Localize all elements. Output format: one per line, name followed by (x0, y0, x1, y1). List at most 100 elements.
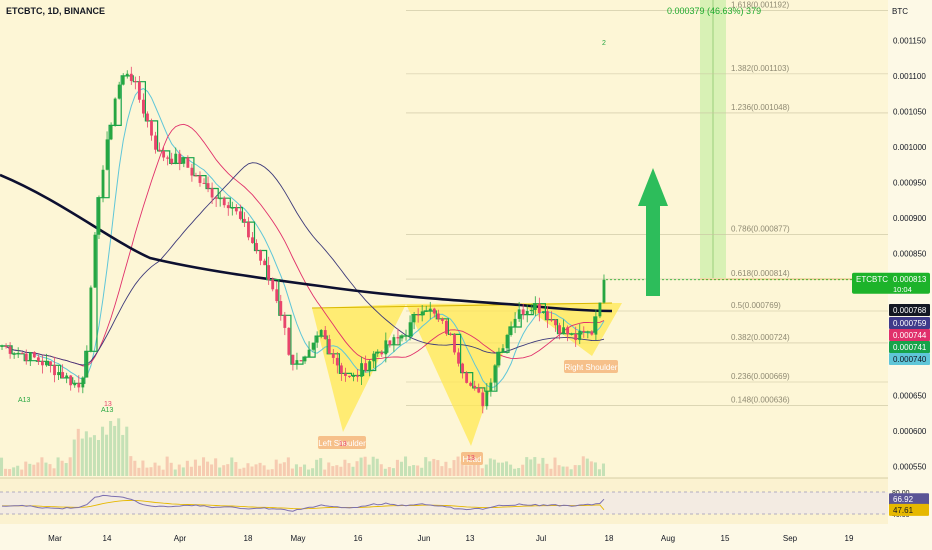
right-shoulder-label: Right Shoulder (564, 360, 618, 373)
candle-up (125, 73, 129, 76)
volume-bar (72, 439, 76, 476)
candle-down (323, 330, 327, 340)
candle-down (133, 81, 137, 83)
candle-down (416, 314, 420, 316)
candle-up (485, 391, 489, 407)
volume-bar (197, 465, 201, 476)
candle-down (32, 352, 36, 358)
volume-bar (230, 457, 234, 476)
volume-bar (343, 459, 347, 476)
price-tick-label: 0.000850 (893, 250, 927, 259)
candle-up (73, 383, 77, 386)
candle-down (226, 205, 230, 209)
volume-bar (597, 469, 601, 476)
candle-down (396, 337, 400, 339)
price-tick-label: 0.001050 (893, 108, 927, 117)
marker-13-3: 13 (467, 455, 475, 462)
candle-down (8, 346, 12, 354)
candle-up (57, 372, 60, 376)
candle-up (352, 375, 355, 377)
volume-bar (307, 469, 311, 476)
volume-bar (339, 466, 343, 476)
candle-up (93, 234, 97, 288)
volume-bar (428, 461, 432, 476)
candle-up (400, 335, 404, 339)
candle-down (457, 352, 460, 364)
volume-bar (412, 465, 416, 476)
volume-bar (8, 469, 12, 476)
volume-bar (335, 465, 339, 476)
candle-up (113, 98, 117, 126)
candle-down (267, 265, 271, 280)
volume-bar (391, 468, 395, 476)
volume-bar (581, 456, 585, 476)
candle-up (404, 335, 408, 337)
inverse-head-and-shoulders-pattern (311, 302, 622, 446)
volume-bar (541, 457, 545, 476)
volume-bar (133, 460, 137, 476)
candle-down (550, 319, 553, 321)
volume-bar (129, 456, 133, 476)
volume-bar (0, 457, 4, 476)
candle-up (295, 360, 299, 365)
candle-down (291, 354, 295, 365)
fib-level-label: 0.618(0.000814) (731, 269, 790, 278)
rsi-lines (1, 494, 605, 512)
time-tick-label: 19 (845, 534, 854, 543)
volume-bar (153, 462, 157, 476)
rsi-band (0, 492, 888, 514)
volume-bar (371, 456, 375, 476)
price-tick-label: 0.000550 (893, 463, 927, 472)
volume-bar (234, 462, 238, 476)
volume-bar (565, 466, 569, 476)
candle-down (24, 353, 28, 361)
volume-bar (4, 468, 8, 476)
ma-value-tag (889, 341, 930, 353)
candles (0, 66, 888, 414)
time-tick-label: Aug (661, 534, 675, 543)
candle-up (117, 84, 121, 99)
candle-down (178, 153, 182, 164)
volume-bar (399, 461, 403, 476)
volume-bar (125, 426, 129, 476)
volume-bar (60, 460, 64, 476)
volume-bar (113, 425, 117, 476)
volume-bar (363, 456, 367, 476)
volume-bar (20, 469, 24, 476)
candle-up (315, 336, 319, 343)
candle-up (105, 139, 109, 170)
candle-down (259, 250, 262, 261)
rsi-value-text: 47.61 (893, 506, 914, 515)
volume-bar (496, 462, 500, 476)
candle-down (344, 373, 347, 376)
volume-bar (258, 462, 262, 476)
volume-bar (472, 462, 476, 476)
svg-text:Right Shoulder: Right Shoulder (565, 363, 618, 372)
volume-bar (311, 468, 315, 476)
volume-bar (500, 462, 504, 476)
volume-bar (347, 463, 351, 476)
volume-bar (222, 465, 226, 476)
volume-bar (149, 467, 153, 476)
time-tick-label: 16 (354, 534, 363, 543)
time-tick-label: Jul (536, 534, 546, 543)
marker-2: 2 (602, 40, 606, 47)
candle-down (61, 372, 65, 378)
price-axis: 0.001150 0.001100 0.001050 0.001000 0.000950… (892, 37, 927, 520)
candle-down (49, 361, 52, 366)
volume-bar (32, 464, 36, 476)
candle-up (541, 311, 545, 313)
time-axis: Mar 14 Apr 18 May 16 Jun 13 Jul 18 Aug 15 Sep 19 (48, 534, 854, 543)
candle-up (501, 348, 505, 353)
candle-up (28, 352, 32, 361)
volume-bar (383, 468, 387, 476)
candle-down (574, 333, 578, 341)
fib-level-label: 0.786(0.000877) (731, 224, 790, 233)
candle-down (255, 243, 258, 251)
candle-down (137, 81, 141, 100)
candle-up (408, 322, 412, 336)
volume-bar (101, 426, 105, 476)
volume-bar (40, 457, 44, 476)
